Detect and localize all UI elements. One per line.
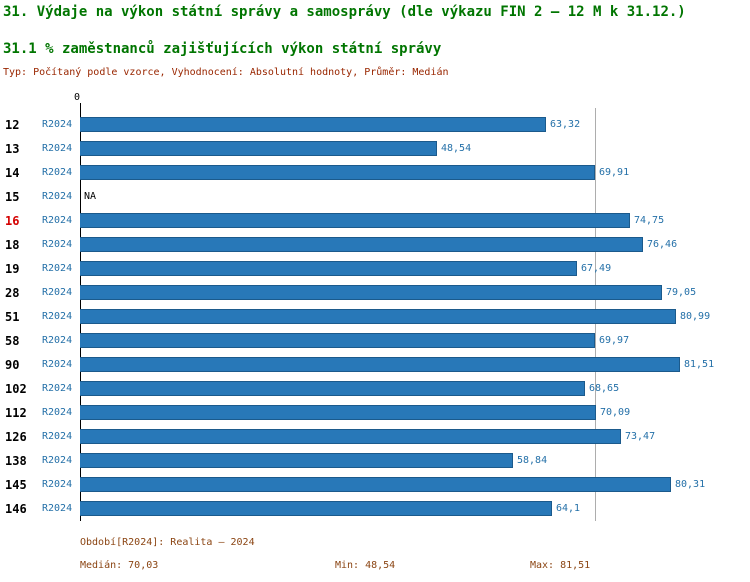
bar-value-label: 74,75 [634,215,665,226]
row-code-label: 146 [5,502,27,516]
row-period-label: R2024 [42,167,73,178]
bar-value-label: 48,54 [441,143,472,154]
value-bar [80,381,585,396]
bar-value-label: 64,1 [556,503,581,514]
row-code-label: 14 [5,166,20,180]
bar-value-label: 81,51 [684,359,715,370]
row-period-label: R2024 [42,191,73,202]
value-bar [80,165,595,180]
bar-value-label: 69,91 [599,167,630,178]
chart-row: 16 R2024 74,75 [0,209,750,233]
bar-value-label: 67,49 [581,263,612,274]
value-bar [80,309,676,324]
row-period-label: R2024 [42,287,73,298]
row-code-label: 112 [5,406,27,420]
chart-row: 12 R2024 63,32 [0,113,750,137]
bar-value-label: 79,05 [666,287,697,298]
bar-value-label: 68,65 [589,383,620,394]
row-period-label: R2024 [42,143,73,154]
row-code-label: 126 [5,430,27,444]
value-bar [80,429,621,444]
bar-value-label: 80,31 [675,479,706,490]
row-code-label: 28 [5,286,20,300]
row-period-label: R2024 [42,431,73,442]
row-code-label: 145 [5,478,27,492]
chart-row: 146 R2024 64,1 [0,497,750,521]
row-period-label: R2024 [42,383,73,394]
row-period-label: R2024 [42,239,73,250]
bar-value-label: 76,46 [647,239,678,250]
chart-row: 145 R2024 80,31 [0,473,750,497]
chart-row: 138 R2024 58,84 [0,449,750,473]
bar-value-label: 58,84 [517,455,548,466]
row-code-label: 90 [5,358,20,372]
chart-row: 112 R2024 70,09 [0,401,750,425]
chart-rows: 12 R2024 63,32 13 R2024 48,54 14 R2024 69,91 15 R2… [0,113,750,521]
row-code-label: 51 [5,310,20,324]
row-period-label: R2024 [42,263,73,274]
row-period-label: R2024 [42,311,73,322]
row-code-label: 13 [5,142,20,156]
value-bar [80,141,437,156]
row-period-label: R2024 [42,479,73,490]
footer-min-stat: Min: 48,54 [335,560,396,571]
na-label: NA [84,191,97,202]
row-code-label: 18 [5,238,20,252]
row-period-label: R2024 [42,359,73,370]
chart-row: 28 R2024 79,05 [0,281,750,305]
value-bar [80,357,680,372]
bar-value-label: 63,32 [550,119,581,130]
value-bar [80,285,662,300]
chart-row: 14 R2024 69,91 [0,161,750,185]
bar-value-label: 73,47 [625,431,656,442]
row-code-label: 102 [5,382,27,396]
value-bar [80,213,630,228]
row-period-label: R2024 [42,215,73,226]
row-period-label: R2024 [42,335,73,346]
row-period-label: R2024 [42,455,73,466]
footer-max-stat: Max: 81,51 [530,560,591,571]
row-code-label: 58 [5,334,20,348]
report-title: 31. Výdaje na výkon státní správy a samo… [3,4,686,20]
footer-period-line: Období[R2024]: Realita – 2024 [80,537,255,548]
indicator-subtitle: 31.1 % zaměstnanců zajišťujících výkon s… [3,41,442,57]
bar-value-label: 80,99 [680,311,711,322]
chart-row: 90 R2024 81,51 [0,353,750,377]
row-period-label: R2024 [42,119,73,130]
value-bar [80,453,513,468]
row-code-label: 138 [5,454,27,468]
chart-row: 18 R2024 76,46 [0,233,750,257]
value-bar [80,501,552,516]
meta-line: Typ: Počítaný podle vzorce, Vyhodnocení:… [3,67,449,78]
value-bar [80,477,671,492]
value-bar [80,237,643,252]
row-code-label: 19 [5,262,20,276]
row-code-label: 15 [5,190,20,204]
chart-row: 51 R2024 80,99 [0,305,750,329]
chart-row: 102 R2024 68,65 [0,377,750,401]
value-bar [80,117,546,132]
bar-value-label: 69,97 [599,335,630,346]
chart-row: 15 R2024 NA [0,185,750,209]
chart-row: 126 R2024 73,47 [0,425,750,449]
row-code-label: 12 [5,118,20,132]
row-period-label: R2024 [42,407,73,418]
value-bar [80,405,596,420]
row-code-label: 16 [5,214,20,228]
row-period-label: R2024 [42,503,73,514]
value-bar [80,333,595,348]
bar-value-label: 70,09 [600,407,631,418]
chart-row: 58 R2024 69,97 [0,329,750,353]
chart-row: 13 R2024 48,54 [0,137,750,161]
x-axis-zero-label: 0 [74,92,81,103]
value-bar [80,261,577,276]
chart-row: 19 R2024 67,49 [0,257,750,281]
footer-median-stat: Medián: 70,03 [80,560,159,571]
